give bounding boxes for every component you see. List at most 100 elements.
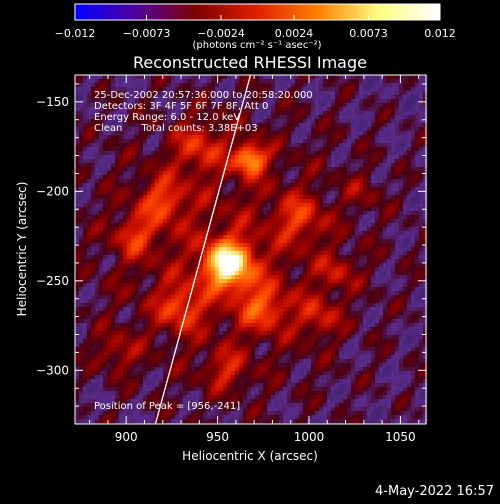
heatmap-cell bbox=[239, 179, 243, 183]
heatmap-cell bbox=[407, 79, 411, 83]
heatmap-cell bbox=[419, 127, 423, 131]
heatmap-cell bbox=[267, 283, 271, 287]
heatmap-cell bbox=[159, 283, 163, 287]
heatmap-cell bbox=[143, 215, 147, 219]
heatmap-cell bbox=[223, 139, 227, 143]
heatmap-cell bbox=[395, 103, 399, 107]
heatmap-cell bbox=[239, 175, 243, 179]
heatmap-cell bbox=[399, 167, 403, 171]
heatmap-cell bbox=[383, 199, 387, 203]
heatmap-cell bbox=[143, 295, 147, 299]
heatmap-cell bbox=[231, 231, 235, 235]
heatmap-cell bbox=[215, 143, 219, 147]
heatmap-cell bbox=[163, 195, 167, 199]
heatmap-cell bbox=[147, 223, 151, 227]
heatmap-cell bbox=[323, 95, 327, 99]
heatmap-cell bbox=[351, 267, 355, 271]
heatmap-cell bbox=[355, 91, 359, 95]
heatmap-cell bbox=[255, 115, 259, 119]
heatmap-cell bbox=[223, 239, 227, 243]
heatmap-cell bbox=[83, 87, 87, 91]
heatmap-cell bbox=[303, 187, 307, 191]
heatmap-cell bbox=[179, 299, 183, 303]
heatmap-cell bbox=[391, 119, 395, 123]
heatmap-cell bbox=[75, 227, 79, 231]
heatmap-cell bbox=[399, 283, 403, 287]
heatmap-cell bbox=[87, 219, 91, 223]
heatmap-cell bbox=[375, 111, 379, 115]
heatmap-cell bbox=[391, 75, 395, 79]
heatmap-cell bbox=[383, 91, 387, 95]
heatmap-cell bbox=[339, 227, 343, 231]
heatmap-cell bbox=[411, 191, 415, 195]
heatmap-cell bbox=[115, 275, 119, 279]
heatmap-cell bbox=[271, 243, 275, 247]
heatmap-cell bbox=[171, 275, 175, 279]
heatmap-cell bbox=[287, 231, 291, 235]
heatmap-cell bbox=[95, 203, 99, 207]
heatmap-cell bbox=[191, 247, 195, 251]
heatmap-cell bbox=[407, 187, 411, 191]
heatmap-cell bbox=[235, 203, 239, 207]
heatmap-cell bbox=[83, 123, 87, 127]
heatmap-cell bbox=[379, 159, 383, 163]
heatmap-cell bbox=[115, 283, 119, 287]
heatmap-cell bbox=[203, 267, 207, 271]
heatmap-cell bbox=[391, 91, 395, 95]
heatmap-cell bbox=[263, 275, 267, 279]
heatmap-cell bbox=[267, 203, 271, 207]
heatmap-cell bbox=[139, 163, 143, 167]
heatmap-cell bbox=[179, 259, 183, 263]
heatmap-cell bbox=[179, 219, 183, 223]
heatmap-cell bbox=[99, 139, 103, 143]
heatmap-cell bbox=[279, 299, 283, 303]
heatmap-cell bbox=[351, 271, 355, 275]
heatmap-cell bbox=[291, 195, 295, 199]
heatmap-cell bbox=[399, 295, 403, 299]
heatmap-cell bbox=[251, 203, 255, 207]
heatmap-cell bbox=[119, 299, 123, 303]
heatmap-cell bbox=[275, 239, 279, 243]
heatmap-cell bbox=[379, 199, 383, 203]
heatmap-cell bbox=[303, 147, 307, 151]
heatmap-cell bbox=[343, 247, 347, 251]
heatmap-cell bbox=[371, 107, 375, 111]
heatmap-cell bbox=[287, 151, 291, 155]
heatmap-cell bbox=[203, 219, 207, 223]
heatmap-cell bbox=[131, 223, 135, 227]
heatmap-cell bbox=[151, 151, 155, 155]
heatmap-cell bbox=[367, 119, 371, 123]
heatmap-cell bbox=[355, 247, 359, 251]
heatmap-cell bbox=[319, 179, 323, 183]
heatmap-cell bbox=[283, 203, 287, 207]
heatmap-cell bbox=[331, 231, 335, 235]
heatmap-cell bbox=[191, 79, 195, 83]
heatmap-cell bbox=[299, 83, 303, 87]
heatmap-cell bbox=[419, 291, 423, 295]
heatmap-cell bbox=[283, 171, 287, 175]
heatmap-cell bbox=[399, 187, 403, 191]
heatmap-cell bbox=[423, 183, 427, 187]
heatmap-cell bbox=[391, 255, 395, 259]
heatmap-cell bbox=[123, 291, 127, 295]
heatmap-cell bbox=[291, 187, 295, 191]
heatmap-cell bbox=[271, 147, 275, 151]
heatmap-cell bbox=[251, 227, 255, 231]
heatmap-cell bbox=[275, 255, 279, 259]
heatmap-cell bbox=[403, 267, 407, 271]
heatmap-cell bbox=[379, 211, 383, 215]
heatmap-cell bbox=[399, 115, 403, 119]
heatmap-cell bbox=[195, 235, 199, 239]
heatmap-cell bbox=[135, 283, 139, 287]
heatmap-cell bbox=[307, 295, 311, 299]
heatmap-cell bbox=[255, 147, 259, 151]
heatmap-cell bbox=[311, 135, 315, 139]
heatmap-cell bbox=[131, 203, 135, 207]
heatmap-cell bbox=[131, 235, 135, 239]
heatmap-cell bbox=[123, 231, 127, 235]
heatmap-cell bbox=[263, 159, 267, 163]
heatmap-cell bbox=[171, 75, 175, 79]
heatmap-cell bbox=[199, 243, 203, 247]
heatmap-cell bbox=[367, 255, 371, 259]
heatmap-cell bbox=[187, 171, 191, 175]
